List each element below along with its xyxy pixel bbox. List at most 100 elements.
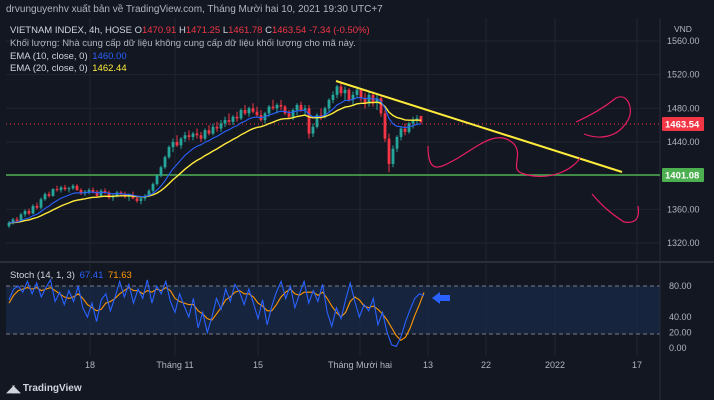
- candle-body: [331, 94, 335, 100]
- candle-body: [283, 106, 287, 114]
- candle-body: [295, 104, 299, 111]
- candle-body: [223, 120, 227, 124]
- candle-body: [343, 89, 347, 94]
- support-price-tag: 1401.08: [665, 171, 699, 182]
- candle-body: [175, 142, 179, 146]
- candle-body: [187, 135, 191, 137]
- candle-body: [383, 113, 387, 139]
- tradingview-name: TradingView: [22, 383, 82, 394]
- candle-body: [95, 191, 99, 196]
- candle-body: [171, 142, 175, 148]
- open-label: O: [134, 25, 142, 36]
- candle-body: [339, 86, 343, 94]
- candle-body: [51, 189, 55, 196]
- chart-area[interactable]: 1560.001520.001480.001440.001400.001360.…: [0, 18, 714, 400]
- ema20-label: EMA (20, close, 0): [10, 63, 88, 74]
- candle-body: [243, 110, 247, 114]
- price-axis[interactable]: 1560.001520.001480.001440.001400.001360.…: [667, 36, 700, 248]
- candle-body: [407, 123, 411, 132]
- candle-body: [47, 194, 51, 196]
- time-tick-label: Tháng 11: [156, 360, 193, 370]
- projection-lower-drawing[interactable]: [591, 193, 640, 223]
- candle-body: [207, 130, 211, 134]
- candle-body: [91, 189, 95, 192]
- candle-body: [103, 190, 107, 193]
- candle-body: [267, 106, 271, 114]
- candle-body: [27, 211, 31, 214]
- symbol-label[interactable]: VIETNAM INDEX, 4h, HOSE: [10, 25, 132, 36]
- trendline-drawing[interactable]: [335, 80, 623, 173]
- stoch-legend[interactable]: Stoch (14, 1, 3) 67.41 71.63: [10, 270, 132, 281]
- candle-body: [251, 108, 255, 112]
- tradingview-icon: ◢◣: [6, 383, 21, 395]
- projection-curve-drawing[interactable]: [427, 137, 581, 177]
- candle-body: [415, 118, 419, 121]
- last-price-tag-bg: [662, 117, 704, 131]
- candle-body: [99, 190, 103, 196]
- candles: [7, 83, 423, 228]
- candle-body: [227, 120, 231, 122]
- close-label: C: [265, 25, 272, 36]
- stoch-axis[interactable]: 80.00 40.00 20.00 0.00: [669, 281, 692, 353]
- candle-body: [191, 133, 195, 137]
- candle-body: [315, 115, 319, 127]
- candle-body: [291, 110, 295, 117]
- stoch-tick-label: 80.00: [669, 281, 692, 291]
- candle-body: [287, 113, 291, 117]
- candle-body: [139, 198, 143, 201]
- ema10-label: EMA (10, close, 0): [10, 51, 88, 62]
- candle-body: [115, 192, 119, 196]
- low-value: 1461.78: [228, 25, 263, 36]
- candle-body: [355, 89, 359, 95]
- stoch-band: [6, 286, 660, 334]
- stoch-tick-label: 0.00: [669, 343, 687, 353]
- candle-body: [395, 136, 399, 149]
- candle-body: [403, 128, 407, 132]
- candle-body: [211, 126, 215, 134]
- time-tick-label: 15: [253, 360, 263, 370]
- volume-note: Khối lượng: Nhà cung cấp dữ liệu không c…: [10, 38, 356, 49]
- candle-body: [363, 98, 367, 104]
- candle-body: [359, 89, 363, 99]
- candle-body: [279, 104, 283, 107]
- projection-upper-drawing[interactable]: [575, 96, 631, 138]
- currency-label: VND: [674, 24, 692, 34]
- candle-body: [7, 222, 11, 227]
- stoch-k-value: 67.41: [79, 270, 104, 281]
- candle-body: [275, 104, 279, 109]
- candle-body: [87, 189, 91, 192]
- candle-body: [159, 167, 163, 176]
- candle-body: [55, 189, 59, 191]
- candle-body: [319, 115, 323, 117]
- candle-body: [15, 219, 19, 222]
- ema20-legend[interactable]: EMA (20, close, 0) 1462.44: [10, 63, 127, 74]
- candle-body: [151, 184, 155, 191]
- candle-body: [391, 148, 395, 164]
- candle-body: [59, 187, 63, 190]
- candle-body: [347, 89, 351, 100]
- last-price-tag: 1463.54: [665, 120, 700, 131]
- candle-body: [23, 211, 27, 215]
- candle-body: [199, 135, 203, 139]
- time-tick-label: 2022: [545, 360, 565, 370]
- candle-body: [147, 190, 151, 196]
- candle-body: [271, 106, 275, 109]
- candle-body: [35, 205, 39, 208]
- candle-body: [303, 108, 307, 111]
- price-tick-label: 1440.00: [667, 137, 700, 147]
- price-tick-label: 1360.00: [667, 204, 700, 214]
- time-axis[interactable]: 18 Tháng 11 15 Tháng Mười hai 13 22 2022 17: [85, 360, 642, 370]
- open-value: 1470.91: [141, 25, 177, 36]
- price-tick-label: 1520.00: [667, 70, 700, 80]
- tradingview-logo[interactable]: ◢◣ TradingView: [6, 382, 82, 395]
- ema10-line: [8, 97, 422, 224]
- ema10-legend[interactable]: EMA (10, close, 0) 1460.00: [10, 51, 127, 62]
- candle-body: [219, 123, 223, 129]
- candle-body: [367, 94, 371, 104]
- candle-body: [327, 99, 331, 109]
- chart-canvas[interactable]: 1560.001520.001480.001440.001400.001360.…: [0, 18, 714, 400]
- stoch-d-value: 71.63: [108, 270, 132, 281]
- candle-body: [387, 138, 391, 164]
- high-value: 1471.25: [185, 25, 221, 36]
- change-value: -7.34 (-0.50%): [308, 25, 370, 36]
